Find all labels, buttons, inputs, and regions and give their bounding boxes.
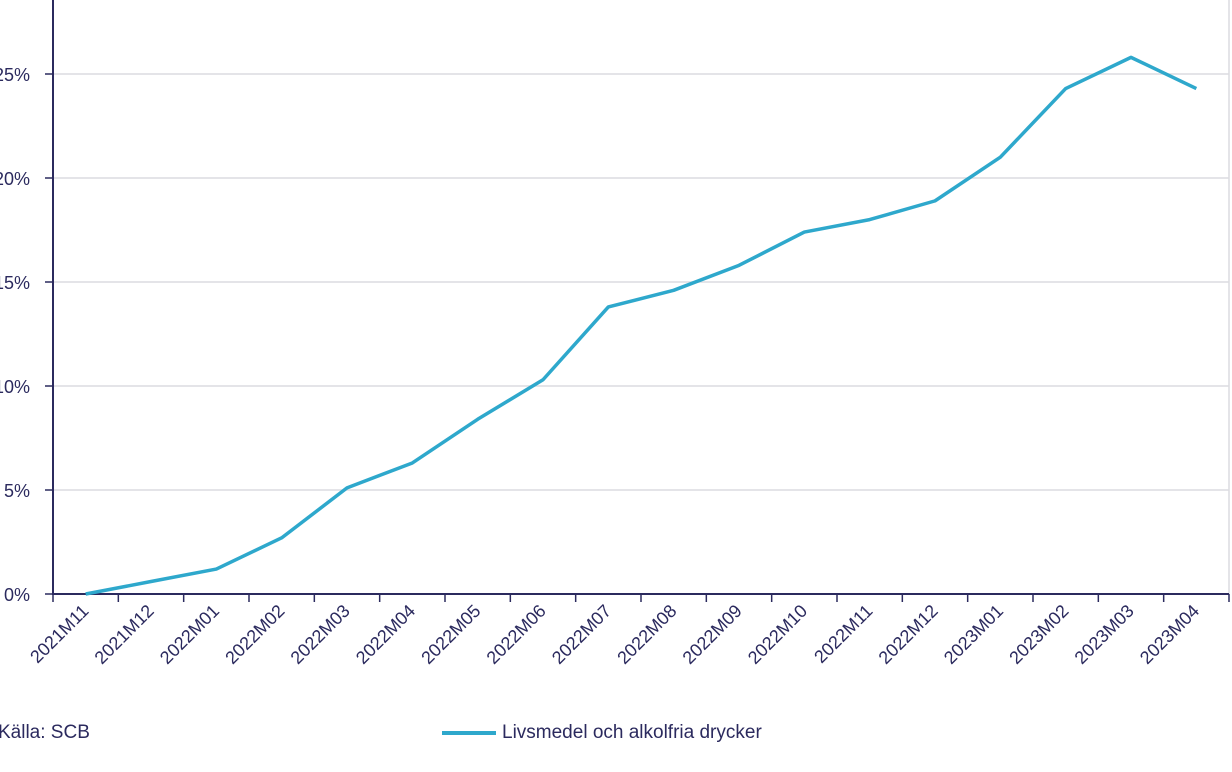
x-tick-label: 2022M05 (417, 601, 484, 668)
x-tick-label: 2022M06 (483, 601, 550, 668)
y-tick-label: 5% (4, 481, 30, 501)
y-tick-label: 20% (0, 169, 30, 189)
x-tick-label: 2022M07 (548, 601, 615, 668)
y-tick-label: 25% (0, 65, 30, 85)
x-tick-label: 2023M04 (1136, 601, 1203, 668)
x-tick-label: 2023M01 (940, 601, 1007, 668)
x-tick-label: 2022M12 (875, 601, 942, 668)
y-tick-label: 0% (4, 585, 30, 605)
legend-swatch (442, 731, 496, 735)
x-tick-label: 2022M11 (810, 601, 876, 667)
x-tick-label: 2022M03 (287, 601, 354, 668)
x-tick-label: 2022M04 (352, 601, 419, 668)
x-tick-label: 2022M02 (221, 601, 288, 668)
x-tick-label: 2023M02 (1005, 601, 1072, 668)
x-tick-label: 2022M08 (613, 601, 680, 668)
source-note: Källa: SCB (0, 722, 90, 743)
x-tick-label: 2021M11 (26, 601, 92, 667)
x-tick-label: 2022M01 (156, 601, 223, 668)
series-line (85, 55, 1198, 596)
legend: Livsmedel och alkolfria drycker (442, 722, 762, 744)
legend-label: Livsmedel och alkolfria drycker (502, 722, 762, 743)
x-tick-label: 2021M12 (91, 601, 158, 668)
x-tick-label: 2022M10 (744, 601, 811, 668)
x-tick-label: 2023M03 (1071, 601, 1138, 668)
x-tick-label: 2022M09 (679, 601, 746, 668)
y-tick-label: 15% (0, 273, 30, 293)
y-tick-label: 10% (0, 377, 30, 397)
